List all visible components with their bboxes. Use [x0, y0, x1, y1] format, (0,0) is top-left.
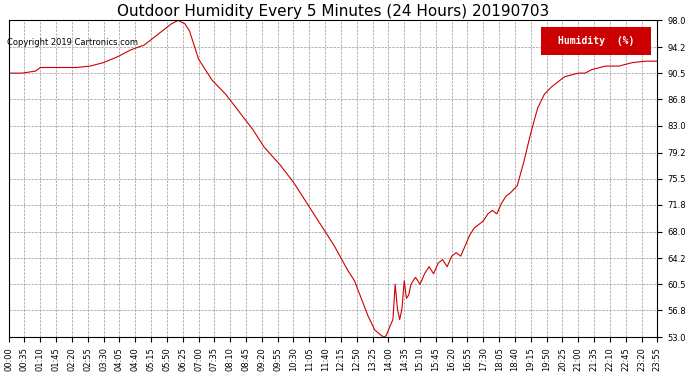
Text: Copyright 2019 Cartronics.com: Copyright 2019 Cartronics.com	[7, 38, 138, 47]
Title: Outdoor Humidity Every 5 Minutes (24 Hours) 20190703: Outdoor Humidity Every 5 Minutes (24 Hou…	[117, 4, 549, 19]
